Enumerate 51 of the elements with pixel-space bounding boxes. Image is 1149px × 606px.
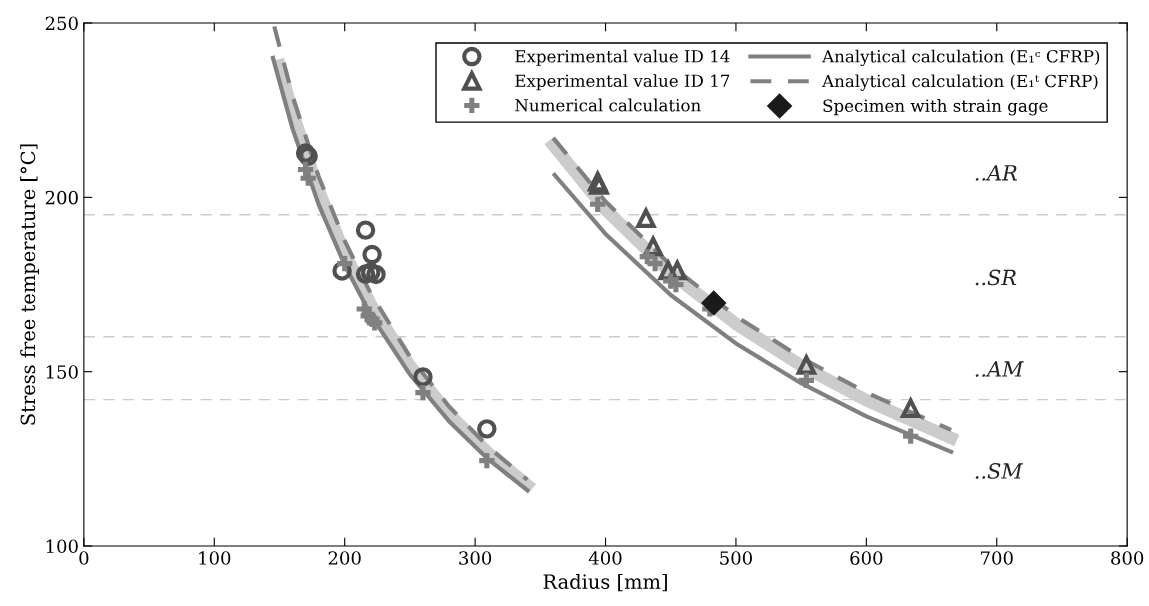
annotation: ..AR <box>975 165 1018 181</box>
point <box>337 255 353 272</box>
x-axis-title: Radius [mm] <box>543 573 667 592</box>
point <box>635 206 657 228</box>
point <box>586 169 609 192</box>
point <box>701 290 727 316</box>
point <box>332 261 352 281</box>
point <box>479 452 495 469</box>
point <box>590 196 606 212</box>
x-tick-label: 300 <box>459 551 492 565</box>
y-tick-label: 100 <box>46 539 78 554</box>
point <box>667 258 688 281</box>
point <box>899 396 922 419</box>
x-tick-label: 600 <box>850 551 883 565</box>
point <box>657 258 679 281</box>
x-tick-label: 0 <box>79 551 89 565</box>
point <box>367 315 383 331</box>
point <box>647 255 663 272</box>
point <box>362 244 382 265</box>
point <box>361 262 381 283</box>
annotation: ..AM <box>975 361 1024 377</box>
legend-label: Specimen with strain gage <box>823 99 1048 116</box>
x-tick-label: 700 <box>981 551 1013 565</box>
y-tick-label: 150 <box>46 365 78 379</box>
x-tick-label: 500 <box>720 551 752 565</box>
point <box>643 234 664 257</box>
x-tick-label: 400 <box>588 551 622 565</box>
point <box>903 428 919 444</box>
point <box>355 220 376 240</box>
legend-label: Analytical calculation (E₁ᵗ CFRP) <box>821 74 1098 91</box>
annotation: ..SM <box>975 463 1024 479</box>
annotation: ..SR <box>975 269 1017 286</box>
point <box>668 276 684 293</box>
legend-label: Experimental value ID 14 <box>515 49 730 66</box>
y-tick-label: 250 <box>45 16 78 31</box>
point <box>415 384 431 401</box>
y-tick-label: 200 <box>45 190 78 205</box>
point <box>477 419 497 439</box>
legend-label: Numerical calculation <box>515 98 701 112</box>
y-axis-title: Stress free temperature [°C] <box>20 144 39 425</box>
legend-label: Experimental value ID 17 <box>515 74 730 91</box>
point <box>798 372 814 389</box>
legend-label: Analytical calculation (E₁ᶜ CFRP) <box>821 49 1100 67</box>
point <box>355 264 376 284</box>
x-tick-label: 100 <box>199 551 231 565</box>
x-tick-label: 200 <box>328 551 361 565</box>
point <box>300 170 316 186</box>
point <box>589 175 609 195</box>
x-tick-label: 800 <box>1111 551 1144 565</box>
point <box>413 367 433 387</box>
point <box>366 264 386 285</box>
